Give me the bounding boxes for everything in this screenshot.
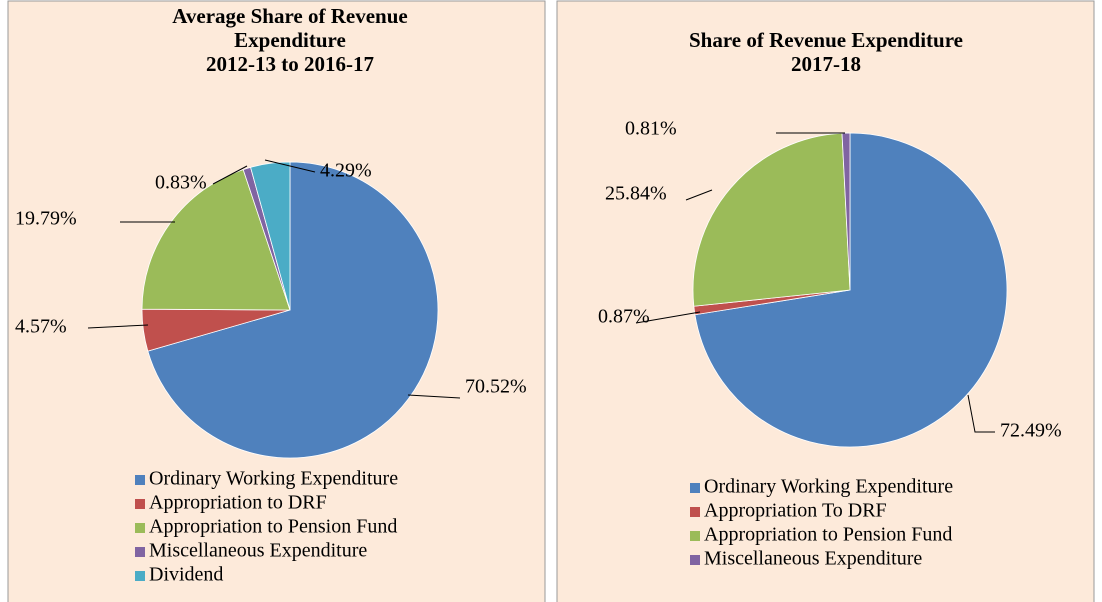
legend-label: Ordinary Working Expenditure [149,468,398,490]
legend-swatch [690,555,700,565]
leader-line [685,189,713,201]
data-label: 25.84% [605,183,667,205]
chart-title: 2017-18 [791,52,861,76]
leader-line [87,324,149,329]
legend-label: Miscellaneous Expenditure [149,540,367,562]
leader-line [635,311,701,324]
legend-swatch [690,507,700,517]
pie-slice [694,132,1008,448]
legend-swatch [135,571,145,581]
legend-swatch [690,483,700,493]
chart-title: 2012-13 to 2016-17 [206,52,374,76]
legend-label: Miscellaneous Expenditure [704,548,922,570]
data-label: 0.83% [155,172,207,194]
data-label: 0.81% [625,118,677,140]
legend-label: Appropriation to Pension Fund [704,524,952,546]
leader-line [407,394,461,399]
chart-title: Average Share of Revenue [172,4,407,28]
legend-swatch [690,531,700,541]
pie-slice [250,161,291,311]
data-label: 70.52% [465,376,527,398]
legend-label: Ordinary Working Expenditure [704,476,953,498]
chart-title: Expenditure [234,28,346,52]
legend-swatch [135,547,145,557]
pie-slice [692,132,851,307]
leader-line [967,394,995,433]
data-label: 72.49% [1000,420,1062,442]
legend-label: Dividend [149,564,223,586]
data-label: 4.57% [15,316,67,338]
leader-line [264,159,316,173]
pie-slice [147,161,439,459]
legend-swatch [135,499,145,509]
legend-label: Appropriation to DRF [149,492,327,514]
data-label: 0.87% [598,306,650,328]
data-label: 4.29% [320,160,372,182]
legend-label: Appropriation to Pension Fund [149,516,397,538]
chart-title: Share of Revenue Expenditure [689,28,963,52]
data-label: 19.79% [15,208,77,230]
leader-line [212,165,248,185]
legend-label: Appropriation To DRF [704,500,887,522]
legend-swatch [135,475,145,485]
legend-swatch [135,523,145,533]
